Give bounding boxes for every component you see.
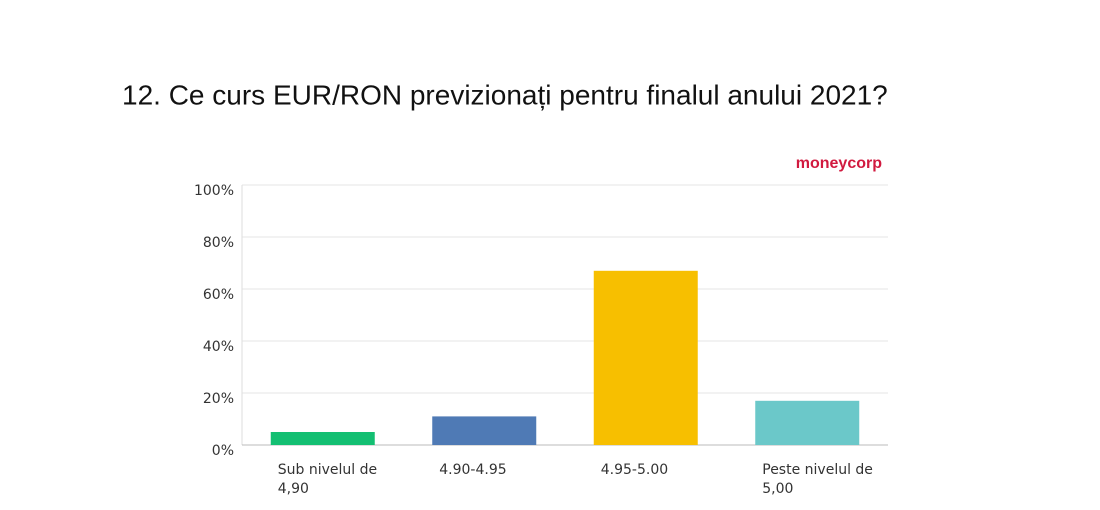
x-tick-label: Peste nivelul de 5,00 <box>762 462 873 497</box>
bar <box>755 400 860 445</box>
bar <box>270 432 375 445</box>
logo: moneycorp <box>796 155 882 172</box>
y-tick-label: 0% <box>212 443 234 459</box>
x-tick-label: 4.95-5.00 <box>600 462 669 478</box>
y-tick-label: 80% <box>203 235 234 251</box>
y-tick-label: 20% <box>203 391 234 407</box>
chart-title: 12. Ce curs EUR/RON previzionați pentru … <box>122 79 888 110</box>
bar <box>593 270 698 445</box>
y-tick-label: 40% <box>203 339 234 355</box>
bar <box>432 416 537 445</box>
x-tick-label: Sub nivelul de 4,90 <box>277 462 378 497</box>
y-tick-label: 60% <box>203 287 234 303</box>
y-tick-label: 100% <box>194 183 234 199</box>
x-tick-label: 4.90-4.95 <box>439 462 507 478</box>
